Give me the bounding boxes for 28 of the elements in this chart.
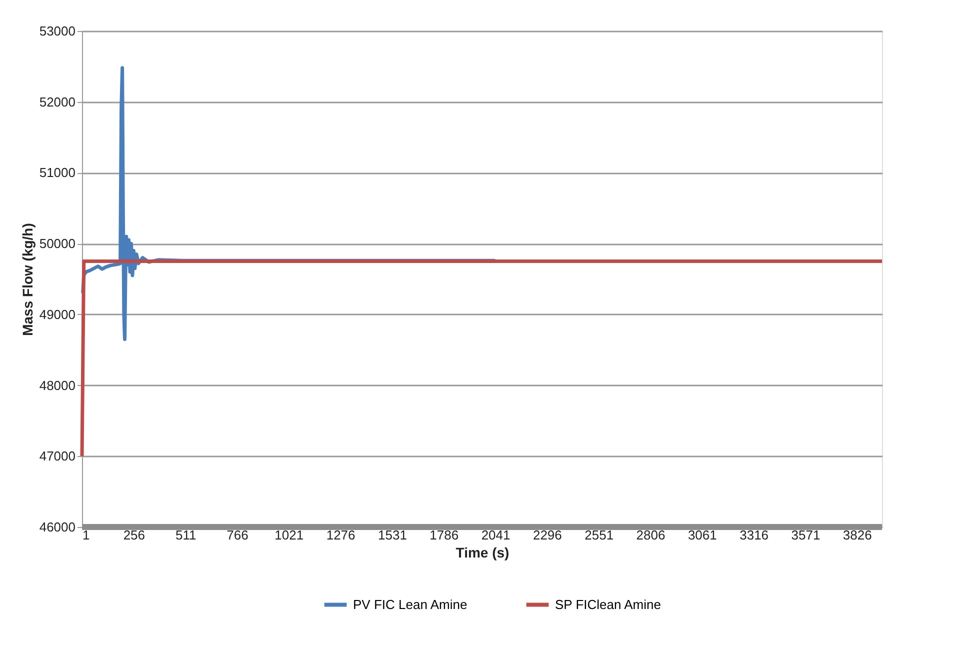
y-tick-label: 53000 bbox=[39, 24, 76, 38]
y-tick-label: 46000 bbox=[39, 520, 76, 534]
x-tick-label: 766 bbox=[226, 528, 248, 542]
x-tick-label: 3316 bbox=[740, 528, 769, 542]
x-tick-label: 2806 bbox=[636, 528, 666, 542]
x-tick-label: 3061 bbox=[688, 528, 717, 542]
legend-label: PV FIC Lean Amine bbox=[353, 596, 468, 612]
y-tick-label: 47000 bbox=[39, 448, 76, 464]
x-tick-label: 511 bbox=[175, 528, 196, 542]
y-tick-label: 51000 bbox=[39, 165, 76, 180]
x-tick-label: 2041 bbox=[481, 528, 510, 542]
x-tick-label: 3826 bbox=[842, 528, 872, 542]
x-axis-title: Time (s) bbox=[456, 544, 510, 560]
y-tick-label: 50000 bbox=[39, 236, 76, 252]
y-tick-label: 48000 bbox=[39, 378, 76, 393]
x-tick-label: 1 bbox=[82, 528, 90, 542]
x-tick-label: 1021 bbox=[274, 528, 304, 542]
x-tick-label: 256 bbox=[123, 528, 146, 542]
x-tick-label: 1531 bbox=[378, 528, 407, 542]
y-axis-title: Mass Flow (kg/h) bbox=[19, 223, 36, 336]
y-tick-label: 49000 bbox=[39, 306, 76, 322]
x-tick-label: 1276 bbox=[326, 528, 356, 542]
x-tick-label: 1786 bbox=[430, 528, 459, 542]
legend-label: SP FIClean Amine bbox=[555, 596, 661, 612]
y-tick-label: 52000 bbox=[39, 94, 76, 110]
x-tick-label: 3571 bbox=[791, 528, 820, 542]
x-tick-label: 2551 bbox=[584, 528, 614, 542]
x-tick-label: 2296 bbox=[532, 528, 562, 542]
